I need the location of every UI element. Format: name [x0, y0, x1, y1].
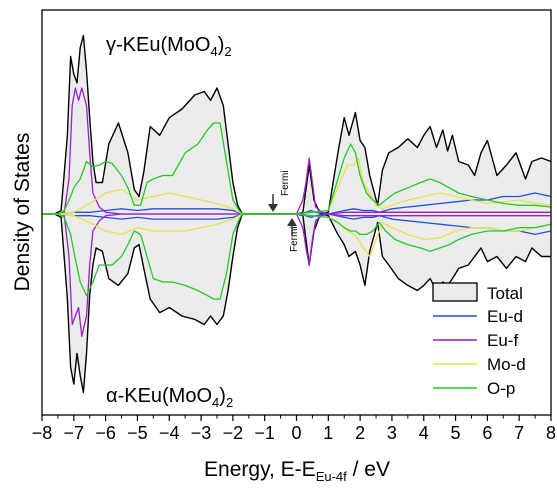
fermi-arrowhead-top	[268, 204, 278, 212]
x-tick-label: 2	[355, 423, 365, 443]
series-total-fill-bottom	[42, 214, 551, 393]
x-tick-label: 4	[419, 423, 429, 443]
x-tick-label: −6	[95, 423, 116, 443]
x-tick-label: −8	[32, 423, 53, 443]
series-o-p-line-top	[42, 122, 552, 215]
legend-label-eu-f: Eu-f	[487, 331, 518, 350]
legend: Total Eu-d Eu-f Mo-d O-p	[432, 282, 526, 398]
legend-label-o-p: O-p	[487, 379, 515, 398]
legend-marker-total	[432, 282, 478, 302]
x-tick-label: −1	[254, 423, 275, 443]
series-eu-f-line-top	[42, 87, 551, 215]
series-eu-f-line-bottom	[42, 213, 551, 338]
bottom-panel-label: α-KEu(MoO4)2	[106, 385, 233, 410]
x-tick-label: 1	[323, 423, 333, 443]
fermi-label-bottom: Fermi	[289, 226, 300, 252]
fermi-annotation-bottom: Fermi	[287, 218, 300, 252]
x-tick-label: 6	[482, 423, 492, 443]
legend-label-total: Total	[487, 284, 523, 303]
series-total-line-top	[42, 34, 552, 215]
x-tick-label: 3	[387, 423, 397, 443]
x-tick-label: 0	[291, 423, 301, 443]
series-total-line-bottom	[42, 213, 551, 394]
fermi-label-top: Fermi	[280, 170, 291, 196]
series-mo-d-line-bottom	[42, 213, 552, 258]
x-tick-label: −4	[159, 423, 180, 443]
x-axis-title: Energy, E-EEu-4f / eV	[204, 458, 390, 484]
series-total-fill-top	[42, 35, 551, 214]
fermi-arrowhead-bottom	[287, 218, 297, 226]
x-tick-label: 8	[546, 423, 556, 443]
plot-frame	[41, 9, 552, 416]
x-tick-label: 7	[514, 423, 524, 443]
fermi-annotation-top: Fermi	[268, 170, 291, 212]
tick-layer: −8 −7 −6 −5 −4 −3 −2 −1 0 1 2 3 4 5 6 7 8	[32, 415, 556, 443]
x-tick-label: −2	[223, 423, 244, 443]
y-axis-title: Density of States	[11, 133, 34, 292]
series-mo-d-line-top	[42, 157, 552, 215]
x-tick-label: 5	[451, 423, 461, 443]
legend-label-eu-d: Eu-d	[487, 307, 523, 326]
x-tick-label: −7	[64, 423, 85, 443]
legend-label-mo-d: Mo-d	[487, 355, 526, 374]
series-o-p-line-bottom	[42, 213, 552, 300]
top-panel-label: γ-KEu(MoO4)2	[106, 34, 232, 59]
x-tick-label: −3	[191, 423, 212, 443]
x-tick-label: −5	[127, 423, 148, 443]
series-layer	[42, 34, 552, 394]
